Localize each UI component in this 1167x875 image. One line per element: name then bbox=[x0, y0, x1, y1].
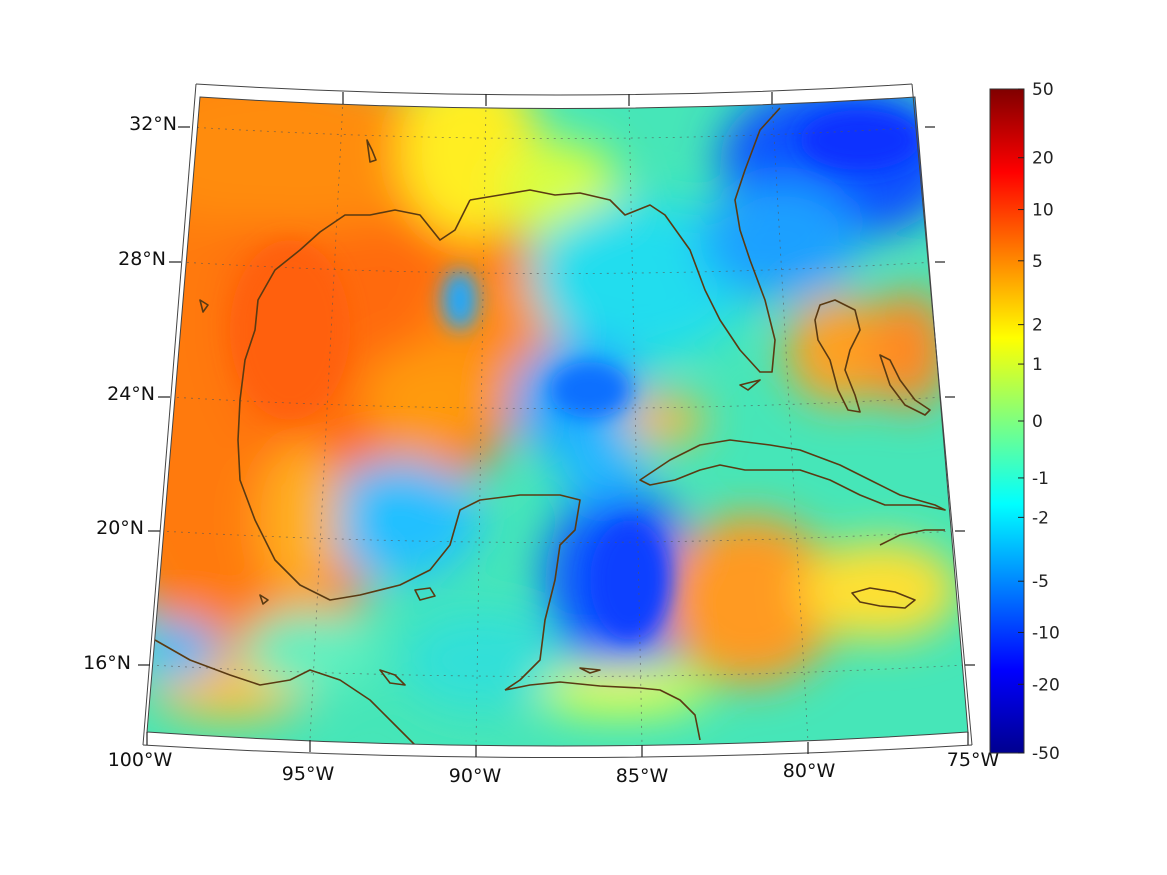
coastlines bbox=[154, 107, 946, 746]
data-field bbox=[147, 97, 968, 746]
graticule bbox=[149, 99, 966, 746]
lon-label: 90°W bbox=[449, 765, 502, 787]
lon-label: 95°W bbox=[282, 763, 335, 785]
colorbar-tick-label: 0 bbox=[1032, 412, 1043, 432]
lat-label: 24°N bbox=[107, 383, 155, 405]
lat-label: 32°N bbox=[129, 113, 177, 135]
colorbar-tick-label: 20 bbox=[1032, 149, 1054, 169]
lon-label: 85°W bbox=[616, 765, 669, 787]
colorbar-tick-label: -20 bbox=[1032, 675, 1060, 695]
lat-label: 16°N bbox=[83, 652, 131, 674]
map-frame bbox=[142, 83, 973, 758]
lon-label: 80°W bbox=[783, 760, 836, 782]
colorbar-tick-label: 5 bbox=[1032, 252, 1043, 272]
lat-label: 20°N bbox=[96, 517, 144, 539]
colorbar-tick-label: 50 bbox=[1032, 80, 1054, 100]
tick-marks bbox=[138, 92, 975, 757]
colorbar-tick-label: -1 bbox=[1032, 469, 1049, 489]
colorbar-tick-label: -10 bbox=[1032, 623, 1060, 643]
colorbar-tick-label: -5 bbox=[1032, 572, 1049, 592]
colorbar-tick-label: 10 bbox=[1032, 201, 1054, 221]
colorbar-tick-label: -2 bbox=[1032, 508, 1049, 528]
colorbar-tick-label: -50 bbox=[1032, 744, 1060, 764]
latitude-labels: 32°N 28°N 24°N 20°N 16°N bbox=[83, 113, 177, 674]
colorbar-tick-label: 1 bbox=[1032, 355, 1043, 375]
longitude-labels: 100°W 95°W 90°W 85°W 80°W 75°W bbox=[108, 749, 1000, 787]
colorbar-tick-label: 2 bbox=[1032, 316, 1043, 336]
lon-label: 75°W bbox=[947, 749, 1000, 771]
lon-label: 100°W bbox=[108, 749, 173, 771]
lat-label: 28°N bbox=[118, 248, 166, 270]
